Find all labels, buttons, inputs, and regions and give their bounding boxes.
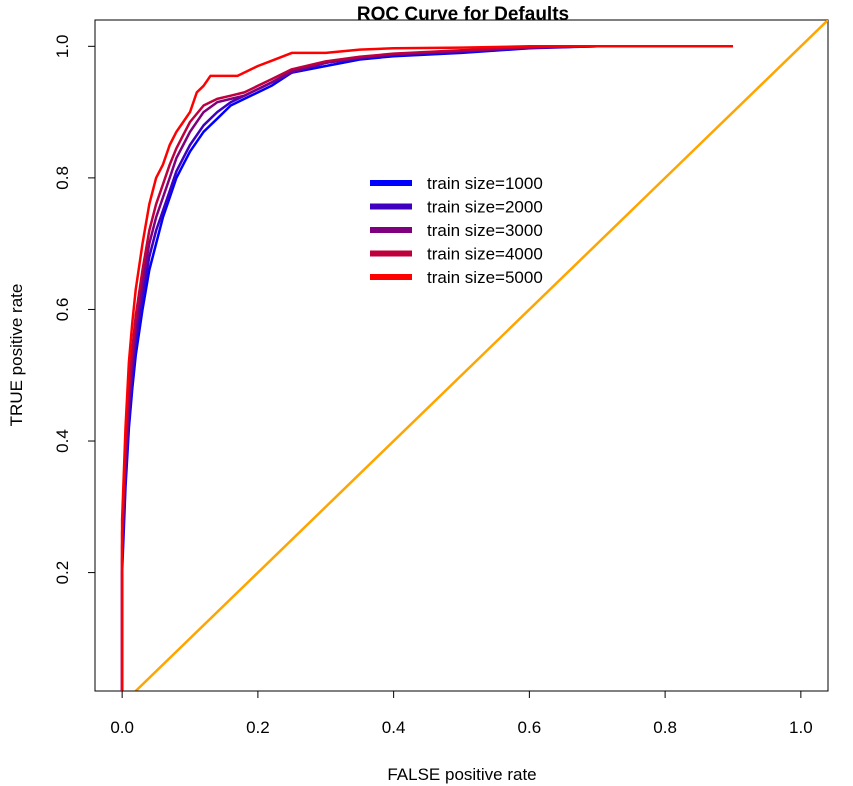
legend-label-1: train size=1000 xyxy=(427,174,543,193)
legend-label-3: train size=3000 xyxy=(427,221,543,240)
series-line-3 xyxy=(120,45,733,691)
plot-frame xyxy=(94,19,829,692)
x-tick-label: 0.8 xyxy=(653,718,677,737)
y-tick-label: 0.2 xyxy=(53,561,72,585)
legend: train size=1000 train size=2000 train size… xyxy=(370,174,543,287)
x-axis: 0.0 0.2 0.4 0.6 0.8 1.0 xyxy=(110,690,813,737)
x-tick-label: 0.4 xyxy=(382,718,406,737)
legend-label-2: train size=2000 xyxy=(427,198,543,217)
x-tick-label: 1.0 xyxy=(789,718,813,737)
y-tick-label: 1.0 xyxy=(53,34,72,58)
y-tick-label: 0.6 xyxy=(53,298,72,322)
x-tick-label: 0.0 xyxy=(110,718,134,737)
series-line-1 xyxy=(120,45,733,691)
series-line-5 xyxy=(120,45,733,691)
x-axis-label: FALSE positive rate xyxy=(387,765,536,784)
series-line-4 xyxy=(120,45,733,691)
y-axis: 0.2 0.4 0.6 0.8 1.0 xyxy=(53,34,96,585)
y-tick-label: 0.8 xyxy=(53,166,72,190)
x-tick-label: 0.2 xyxy=(246,718,270,737)
y-axis-label: TRUE positive rate xyxy=(7,284,26,427)
plot-area xyxy=(120,20,828,691)
series-line-2 xyxy=(120,45,733,691)
y-tick-label: 0.4 xyxy=(53,429,72,453)
chart-title: ROC Curve for Defaults xyxy=(357,4,569,25)
x-tick-label: 0.6 xyxy=(518,718,542,737)
legend-label-5: train size=5000 xyxy=(427,268,543,287)
reference-diagonal-line xyxy=(133,20,828,691)
legend-label-4: train size=4000 xyxy=(427,245,543,264)
